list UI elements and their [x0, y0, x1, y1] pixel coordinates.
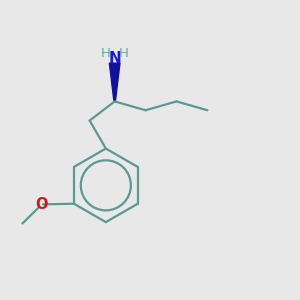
Text: N: N	[108, 51, 121, 66]
Polygon shape	[110, 63, 120, 100]
Text: O: O	[35, 197, 48, 212]
Text: H: H	[101, 47, 111, 60]
Text: H: H	[118, 47, 128, 60]
